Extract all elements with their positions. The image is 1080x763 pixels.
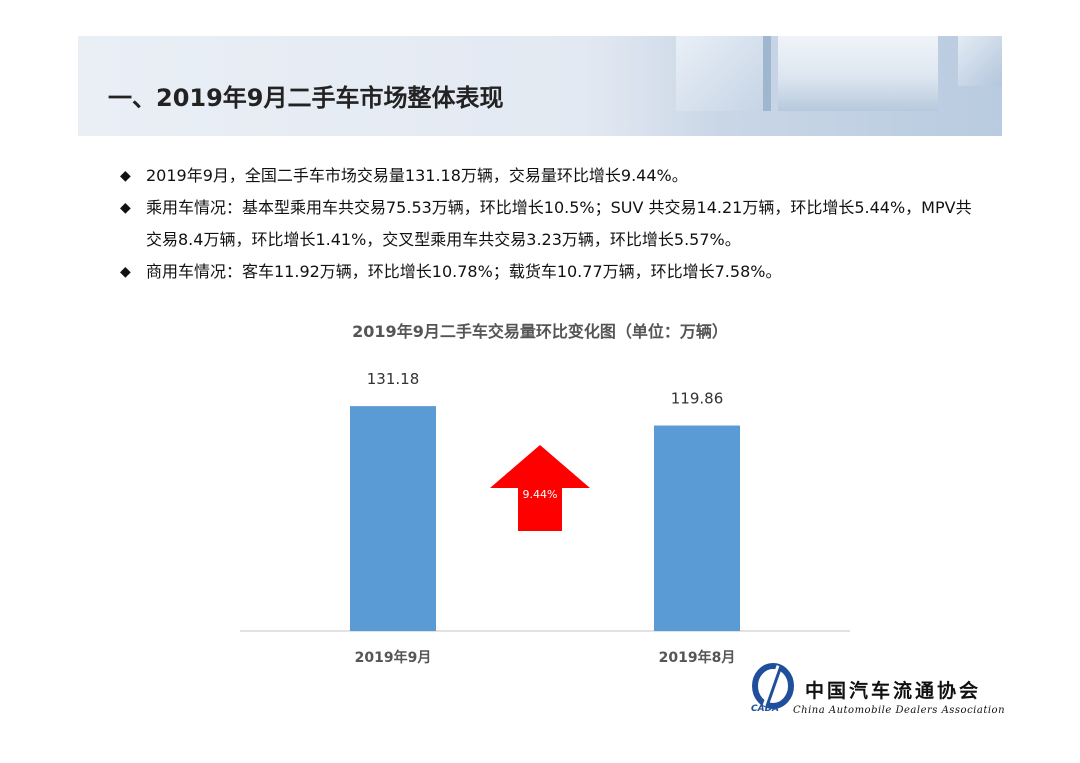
data-label: 119.86 <box>671 390 724 408</box>
decorative-cube <box>958 36 1002 86</box>
cada-logo: CADA 中国汽车流通协会 China Automobile Dealers A… <box>745 660 1005 720</box>
bullet-text: 2019年9月，全国二手车市场交易量131.18万辆，交易量环比增长9.44%。 <box>146 166 688 185</box>
decorative-cube <box>676 36 771 111</box>
logo-name-en: China Automobile Dealers Association <box>793 705 1006 716</box>
header-band: 一、2019年9月二手车市场整体表现 <box>78 36 1002 136</box>
bullet-item: ◆ 乘用车情况：基本型乘用车共交易75.53万辆，环比增长10.5%；SUV 共… <box>120 192 980 256</box>
diamond-bullet-icon: ◆ <box>120 200 131 216</box>
decorative-cube <box>778 36 938 111</box>
bullet-list: ◆ 2019年9月，全国二手车市场交易量131.18万辆，交易量环比增长9.44… <box>120 160 980 288</box>
bar-2 <box>654 425 740 631</box>
bullet-text: 商用车情况：客车11.92万辆，环比增长10.78%；载货车10.77万辆，环比… <box>146 262 782 281</box>
bullet-text: 乘用车情况：基本型乘用车共交易75.53万辆，环比增长10.5%；SUV 共交易… <box>146 198 972 249</box>
page-title: 一、2019年9月二手车市场整体表现 <box>108 84 504 112</box>
bullet-item: ◆ 2019年9月，全国二手车市场交易量131.18万辆，交易量环比增长9.44… <box>120 160 980 192</box>
bullet-item: ◆ 商用车情况：客车11.92万辆，环比增长10.78%；载货车10.77万辆，… <box>120 256 980 288</box>
growth-annotation-label: 9.44% <box>523 488 558 501</box>
chart-title: 2019年9月二手车交易量环比变化图（单位：万辆） <box>352 322 728 341</box>
bars-layer: 131.18 2019年9月 119.86 2019年8月 <box>350 370 740 666</box>
diamond-bullet-icon: ◆ <box>120 168 131 184</box>
diamond-bullet-icon: ◆ <box>120 264 131 280</box>
logo-mark-text: CADA <box>751 704 780 714</box>
data-label: 131.18 <box>367 370 420 388</box>
bar-1 <box>350 406 436 631</box>
category-label: 2019年9月 <box>355 649 432 666</box>
category-label: 2019年8月 <box>659 649 736 666</box>
arrow-layer: 9.44% <box>490 445 590 531</box>
logo-name-cn: 中国汽车流通协会 <box>805 680 982 702</box>
cada-emblem-icon <box>752 663 794 709</box>
up-arrow-icon <box>490 445 590 531</box>
